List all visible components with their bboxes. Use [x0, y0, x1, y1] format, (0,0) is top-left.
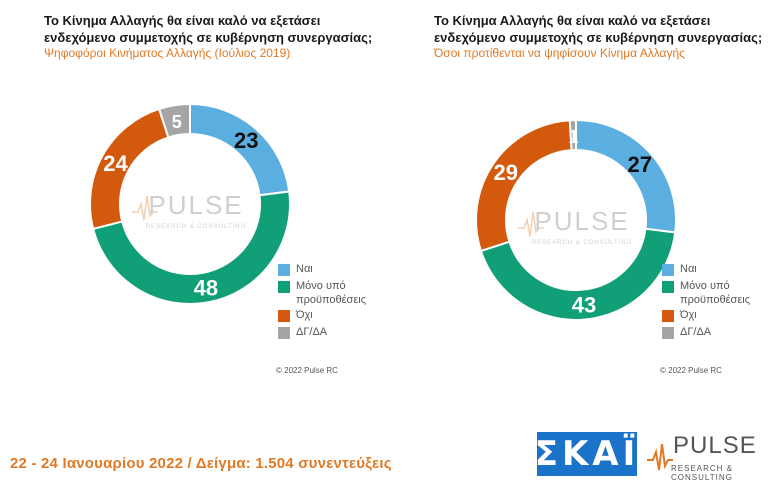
pulse-wave-icon	[132, 195, 158, 221]
watermark-word: PULSE	[534, 206, 629, 236]
legend-swatch	[662, 327, 674, 339]
legend-label: Μόνο υπό προϋποθέσεις	[296, 280, 366, 306]
copyright-note: © 2022 Pulse RC	[276, 366, 338, 375]
pulse-watermark: PULSE RESEARCH & CONSULTING	[132, 190, 247, 230]
watermark-sub: RESEARCH & CONSULTING	[146, 224, 247, 230]
legend-item-no: Όχι	[662, 308, 770, 324]
legend-item-dk: ΔΓ/ΔΑ	[278, 325, 386, 341]
chart-title: Το Κίνημα Αλλαγής θα είναι καλό να εξετά…	[434, 13, 763, 45]
slice-conditional	[91, 190, 291, 305]
legend-label: Όχι	[680, 309, 697, 321]
legend-label: Ναι	[296, 263, 313, 275]
watermark-sub: RESEARCH & CONSULTING	[532, 240, 633, 246]
pulse-wave-icon	[518, 211, 544, 237]
legend-swatch	[278, 310, 290, 322]
donut-chart: 23 48 24 5 PULSE RESEARCH & CONSULTING	[89, 102, 291, 305]
slice-dk	[157, 102, 191, 139]
data-label: 1	[568, 127, 578, 147]
legend-item-no: Όχι	[278, 308, 386, 324]
pulse-wave-icon	[647, 443, 673, 471]
pulse-logo-sub: RESEARCH & CONSULTING	[671, 464, 734, 482]
legend-label: ΔΓ/ΔΑ	[680, 326, 712, 338]
data-label: 27	[628, 152, 652, 177]
pulse-logo: PULSE RESEARCH & CONSULTING	[645, 430, 775, 482]
legend-label: ΔΓ/ΔΑ	[296, 326, 328, 338]
copyright-note: © 2022 Pulse RC	[660, 366, 722, 375]
legend-item-yes: Ναι	[662, 262, 770, 278]
legend-item-conditional: Μόνο υπό προϋποθέσεις	[662, 279, 770, 307]
legend-swatch	[278, 327, 290, 339]
legend-item-yes: Ναι	[278, 262, 386, 278]
pulse-watermark: PULSE RESEARCH & CONSULTING	[518, 206, 633, 246]
data-label: 43	[572, 293, 596, 318]
slice-dk	[568, 118, 577, 152]
data-label: 23	[234, 128, 258, 153]
data-label: 5	[172, 112, 182, 132]
legend-swatch	[278, 281, 290, 293]
skai-logo: ΣΚΑΪ	[534, 432, 640, 476]
legend-swatch	[662, 281, 674, 293]
legend-item-dk: ΔΓ/ΔΑ	[662, 325, 770, 341]
data-label: 24	[103, 151, 128, 176]
chart-subtitle: Όσοι προτίθενται να ψηφίσουν Κίνημα Αλλα…	[434, 46, 685, 60]
pulse-logo-word: PULSE	[673, 432, 757, 459]
chart-panel-2: Το Κίνημα Αλλαγής θα είναι καλό να εξετά…	[390, 0, 770, 390]
slice-conditional	[479, 227, 677, 321]
legend-swatch	[278, 264, 290, 276]
chart-title: Το Κίνημα Αλλαγής θα είναι καλό να εξετά…	[44, 13, 373, 45]
legend-item-conditional: Μόνο υπό προϋποθέσεις	[278, 279, 386, 307]
legend-swatch	[662, 310, 674, 322]
data-label: 29	[493, 160, 517, 185]
donut-chart: 27 43 29 1 PULSE RESEARCH & CONSULTING	[475, 118, 677, 321]
legend-swatch	[662, 264, 674, 276]
legend-label: Μόνο υπό προϋποθέσεις	[680, 280, 750, 306]
watermark-word: PULSE	[148, 190, 243, 220]
survey-info: 22 - 24 Ιανουαρίου 2022 / Δείγμα: 1.504 …	[10, 455, 392, 472]
chart-legend: Ναι Μόνο υπό προϋποθέσεις Όχι ΔΓ/ΔΑ	[662, 262, 770, 342]
chart-subtitle: Ψηφοφόροι Κινήματος Αλλαγής (Ιούλιος 201…	[44, 46, 291, 60]
legend-label: Ναι	[680, 263, 697, 275]
data-label: 48	[194, 275, 218, 300]
chart-legend: Ναι Μόνο υπό προϋποθέσεις Όχι ΔΓ/ΔΑ	[278, 262, 386, 342]
legend-label: Όχι	[296, 309, 313, 321]
chart-panel-1: Το Κίνημα Αλλαγής θα είναι καλό να εξετά…	[0, 0, 380, 390]
